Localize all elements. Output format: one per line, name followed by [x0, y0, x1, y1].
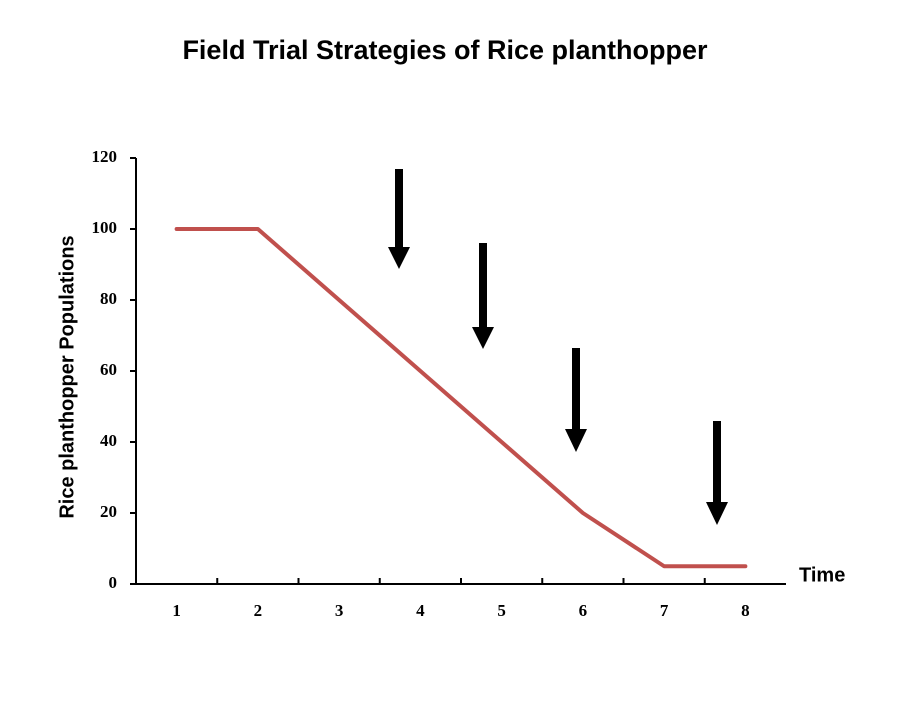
- arrows: [388, 169, 728, 525]
- y-tick-label: 40: [100, 431, 117, 450]
- chart-title: Field Trial Strategies of Rice planthopp…: [182, 35, 708, 65]
- y-tick-label: 120: [92, 147, 118, 166]
- y-axis-label: Rice planthopper Populations: [56, 235, 78, 518]
- arrow-head: [565, 429, 587, 452]
- arrow-shaft: [572, 348, 580, 431]
- arrow-head: [706, 502, 728, 525]
- y-tick-label: 20: [100, 502, 117, 521]
- arrow-head: [472, 327, 494, 349]
- x-tick-label: 6: [579, 601, 588, 620]
- x-tick-label: 3: [335, 601, 344, 620]
- arrow-head: [388, 247, 410, 269]
- x-tick-label: 8: [741, 601, 750, 620]
- arrow-shaft: [395, 169, 403, 249]
- y-tick-label: 100: [92, 218, 118, 237]
- x-tick-label: 1: [172, 601, 181, 620]
- data-line: [174, 227, 748, 569]
- x-axis-label: Time: [799, 564, 845, 586]
- x-tick-label: 5: [497, 601, 506, 620]
- y-tick-label: 0: [109, 573, 118, 592]
- arrow-shaft: [479, 243, 487, 329]
- x-tick-label: 7: [660, 601, 669, 620]
- x-tick-label: 4: [416, 601, 425, 620]
- arrow-shaft: [713, 421, 721, 504]
- y-tick-label: 60: [100, 360, 117, 379]
- y-tick-label: 80: [100, 289, 117, 308]
- x-tick-label: 2: [254, 601, 263, 620]
